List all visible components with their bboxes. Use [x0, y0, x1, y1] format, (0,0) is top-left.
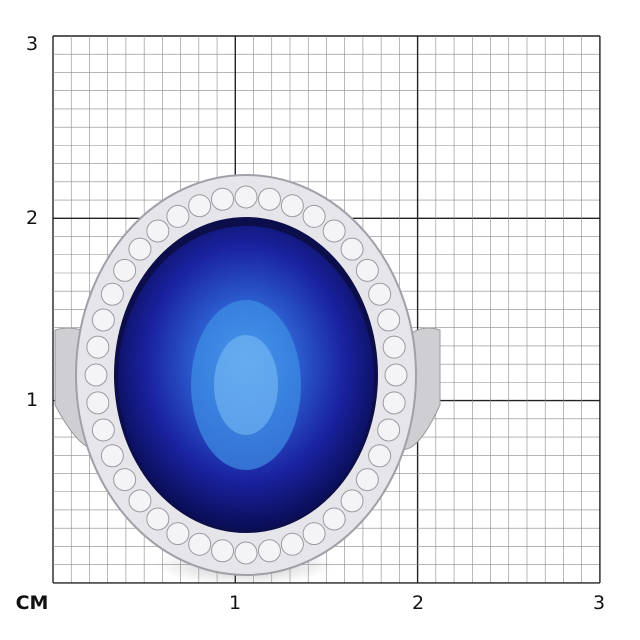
- unit-label: CM: [15, 592, 49, 614]
- halo-diamond: [91, 418, 115, 442]
- y-tick-3: 3: [25, 33, 39, 55]
- halo-diamond: [384, 363, 408, 387]
- halo-diamond: [340, 489, 364, 513]
- halo-diamond: [100, 444, 124, 468]
- halo-diamond: [86, 335, 110, 359]
- halo-diamond: [100, 282, 124, 306]
- x-tick-1: 1: [228, 592, 242, 614]
- halo-diamond: [128, 489, 152, 513]
- halo-diamond: [302, 204, 326, 228]
- halo-diamond: [113, 468, 137, 492]
- halo-diamond: [188, 532, 212, 556]
- halo-diamond: [211, 539, 235, 563]
- halo-diamond: [368, 282, 392, 306]
- halo-diamond: [382, 335, 406, 359]
- halo-diamond: [257, 539, 281, 563]
- halo-diamond: [146, 507, 170, 531]
- halo-diamond: [302, 522, 326, 546]
- halo-diamond: [86, 391, 110, 415]
- halo-diamond: [234, 541, 258, 565]
- halo-diamond: [166, 522, 190, 546]
- halo-diamond: [377, 418, 401, 442]
- halo-diamond: [257, 187, 281, 211]
- halo-diamond: [377, 308, 401, 332]
- y-tick-2: 2: [25, 207, 39, 229]
- halo-diamond: [91, 308, 115, 332]
- x-tick-3: 3: [592, 592, 606, 614]
- halo-diamond: [146, 219, 170, 243]
- x-tick-2: 2: [411, 592, 425, 614]
- halo-diamond: [368, 444, 392, 468]
- halo-diamond: [234, 185, 258, 209]
- halo-diamond: [128, 237, 152, 261]
- halo-diamond: [84, 363, 108, 387]
- halo-diamond: [280, 532, 304, 556]
- ring-image: [54, 174, 441, 585]
- y-tick-1: 1: [25, 389, 39, 411]
- halo-diamond: [166, 204, 190, 228]
- halo-diamond: [188, 194, 212, 218]
- halo-diamond: [355, 468, 379, 492]
- halo-diamond: [113, 258, 137, 282]
- halo-diamond: [355, 258, 379, 282]
- halo-diamond: [322, 219, 346, 243]
- halo-diamond: [280, 194, 304, 218]
- halo-diamond: [322, 507, 346, 531]
- halo-diamond: [382, 391, 406, 415]
- halo-diamond: [211, 187, 235, 211]
- halo-diamond: [340, 237, 364, 261]
